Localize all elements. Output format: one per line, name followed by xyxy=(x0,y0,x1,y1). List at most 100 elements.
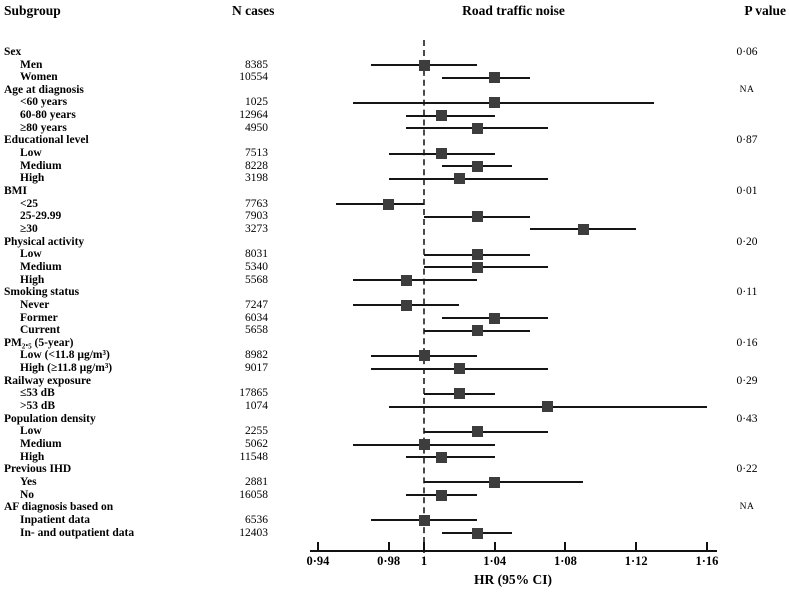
ci-line xyxy=(424,430,548,433)
x-axis-tick-label: 1·12 xyxy=(624,554,648,568)
subgroup-label: High (≥11.8 µg/m³) xyxy=(20,362,113,375)
hr-point xyxy=(418,439,430,450)
subgroup-label: ≥30 xyxy=(20,222,38,235)
hr-point xyxy=(418,514,430,526)
subgroup-label: Former xyxy=(20,311,58,324)
hr-point xyxy=(436,489,448,501)
ci-line xyxy=(424,481,584,484)
x-axis-tick-label: 1·08 xyxy=(553,554,577,568)
hr-point xyxy=(489,97,501,109)
hr-point xyxy=(471,325,483,337)
x-axis-tick xyxy=(564,542,567,550)
hr-point xyxy=(418,350,430,362)
subgroup-label: <25 xyxy=(20,197,39,210)
n-cases-value: 6034 xyxy=(245,311,268,324)
hr-point xyxy=(577,223,589,235)
hr-point xyxy=(418,59,430,71)
group-label: Age at diagnosis xyxy=(4,83,84,96)
ci-line xyxy=(353,279,478,282)
group-label: Sex xyxy=(4,45,22,58)
n-cases-value: 7513 xyxy=(245,147,268,160)
p-value: NA xyxy=(739,84,755,95)
subgroup-label: Inpatient data xyxy=(20,513,90,526)
plot-title: Road traffic noise xyxy=(462,3,565,18)
subgroup-label: Women xyxy=(20,71,58,84)
subgroup-label: Medium xyxy=(20,438,62,450)
hr-point xyxy=(542,401,554,413)
n-cases-value: 10554 xyxy=(239,71,268,84)
hr-point xyxy=(453,363,465,375)
n-cases-value: 7903 xyxy=(245,210,268,223)
hr-point xyxy=(489,312,501,324)
n-cases-value: 8228 xyxy=(245,159,268,172)
x-axis-tick-label: 1 xyxy=(420,554,428,568)
reference-line xyxy=(423,40,425,553)
n-cases-value: 16058 xyxy=(239,488,268,501)
group-label: PM₂.₅ (5-year) xyxy=(4,336,74,349)
subgroup-label: 25-29.99 xyxy=(20,210,62,223)
p-value: 0·20 xyxy=(736,235,758,248)
hr-point xyxy=(453,388,465,400)
n-cases-value: 3273 xyxy=(245,222,268,235)
p-value: 0·22 xyxy=(736,463,758,476)
subgroup-label: In- and outpatient data xyxy=(20,526,135,539)
n-cases-value: 5568 xyxy=(245,273,268,286)
ci-line xyxy=(406,114,495,117)
group-label: Educational level xyxy=(4,134,89,147)
x-axis-tick-label: 0·98 xyxy=(377,554,401,568)
ci-line xyxy=(353,101,654,104)
n-cases-value: 9017 xyxy=(245,362,268,375)
subgroup-label: Low xyxy=(20,425,42,438)
hr-point xyxy=(383,198,395,210)
n-cases-value: 8982 xyxy=(245,349,268,362)
ci-line xyxy=(335,203,424,206)
subgroup-label: High xyxy=(20,450,45,463)
p-value: 0·87 xyxy=(736,134,758,147)
subgroup-label: ≥80 years xyxy=(20,121,67,134)
x-axis-tick xyxy=(423,542,425,550)
x-axis-tick-label: 1·04 xyxy=(483,554,507,568)
group-label: Physical activity xyxy=(4,235,85,248)
n-cases-value: 4950 xyxy=(245,121,268,134)
subgroup-label: <60 years xyxy=(20,96,68,109)
subgroup-label: >53 dB xyxy=(20,400,55,413)
n-cases-value: 17865 xyxy=(239,387,268,400)
column-header-n-cases: N cases xyxy=(232,3,275,18)
n-cases-value: 5340 xyxy=(245,260,268,273)
x-axis-label: HR (95% CI) xyxy=(474,572,552,587)
hr-point xyxy=(436,451,448,463)
subgroup-label: Current xyxy=(20,324,61,337)
n-cases-value: 6536 xyxy=(245,513,268,526)
hr-point xyxy=(471,426,483,438)
subgroup-label: Medium xyxy=(20,260,62,273)
group-label: Smoking status xyxy=(4,286,80,299)
p-value: 0·43 xyxy=(736,412,758,425)
ci-line xyxy=(406,456,495,459)
n-cases-value: 3198 xyxy=(245,172,268,185)
n-cases-value: 1074 xyxy=(245,400,268,413)
subgroup-label: High xyxy=(20,273,45,286)
group-label: AF diagnosis based on xyxy=(4,501,114,514)
x-axis-tick-label: 0·94 xyxy=(306,554,330,568)
n-cases-value: 12964 xyxy=(239,109,268,122)
subgroup-label: ≤53 dB xyxy=(20,387,55,400)
n-cases-value: 11548 xyxy=(239,450,268,463)
subgroup-label: Low xyxy=(20,248,42,261)
p-value: 0·16 xyxy=(736,336,758,349)
n-cases-value: 5658 xyxy=(245,324,268,337)
n-cases-value: 7247 xyxy=(245,298,268,311)
subgroup-label: Men xyxy=(20,58,43,71)
ci-line xyxy=(441,76,531,79)
x-axis xyxy=(310,550,717,552)
n-cases-value: 8385 xyxy=(245,58,268,71)
group-label: BMI xyxy=(4,185,27,197)
n-cases-value: 7763 xyxy=(245,197,268,210)
x-axis-tick xyxy=(493,542,496,550)
subgroup-label: High xyxy=(20,172,45,185)
x-axis-tick xyxy=(316,542,319,550)
hr-point xyxy=(489,476,501,488)
hr-point xyxy=(436,148,448,160)
ci-line xyxy=(424,266,548,269)
hr-point xyxy=(400,299,412,311)
